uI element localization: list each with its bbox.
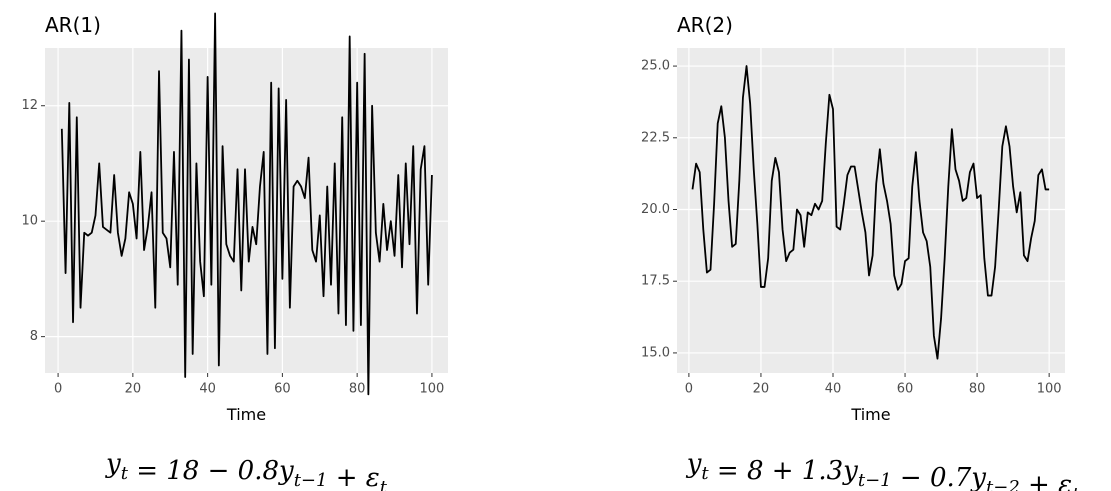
y-tick-label: 25.0 [641, 59, 670, 74]
x-tick-label: 20 [753, 382, 770, 397]
formula-part: + ε [327, 463, 379, 491]
x-tick-label: 80 [969, 382, 986, 397]
formula-subscript: t [121, 463, 129, 484]
y-tick-label: 10 [21, 214, 38, 229]
series-line [691, 65, 1050, 360]
formula-part: y [105, 449, 121, 479]
formula-subscript: t−2 [986, 477, 1020, 491]
x-axis-label: Time [226, 405, 266, 424]
formula: yt = 18 − 0.8yt−1 + εt [105, 449, 388, 491]
x-tick-label: 80 [349, 382, 366, 397]
chart-panel: AR(2) 15.0 17.5 20.0 22.5 25.0 0 20 40 60 80 100 Tim… [641, 13, 1080, 491]
y-tick-label: 15.0 [641, 345, 670, 360]
plot-background [677, 48, 1065, 373]
formula-subscript: t [701, 463, 709, 484]
x-tick-label: 100 [1037, 382, 1062, 397]
x-tick-label: 0 [54, 382, 62, 397]
y-tick-label: 20.0 [641, 202, 670, 217]
x-tick-label: 20 [125, 382, 142, 397]
formula-part: + ε [1020, 470, 1072, 491]
formula-part: = 18 − 0.8y [128, 456, 294, 486]
formula-part: − 0.7y [892, 463, 987, 491]
formula-subscript: t−1 [294, 470, 328, 491]
y-tick-label: 12 [21, 98, 38, 113]
x-axis-label: Time [850, 405, 890, 424]
y-tick-label: 17.5 [641, 274, 670, 289]
x-tick-label: 60 [274, 382, 291, 397]
chart-title: AR(2) [677, 13, 733, 37]
y-tick-label: 8 [30, 329, 38, 344]
formula-part: = 8 + 1.3y [709, 456, 859, 486]
chart-title: AR(1) [45, 13, 101, 37]
formula-subscript: t [380, 477, 388, 491]
x-tick-label: 0 [685, 382, 693, 397]
formula: yt = 8 + 1.3yt−1 − 0.7yt−2 + εt [686, 449, 1080, 491]
formula-part: y [686, 449, 702, 479]
formula-subscript: t [1072, 484, 1080, 491]
x-tick-label: 60 [897, 382, 914, 397]
x-tick-label: 40 [199, 382, 216, 397]
x-tick-label: 100 [420, 382, 445, 397]
formula-subscript: t−1 [858, 470, 892, 491]
x-tick-label: 40 [825, 382, 842, 397]
series-line [60, 12, 433, 396]
y-tick-label: 22.5 [641, 130, 670, 145]
